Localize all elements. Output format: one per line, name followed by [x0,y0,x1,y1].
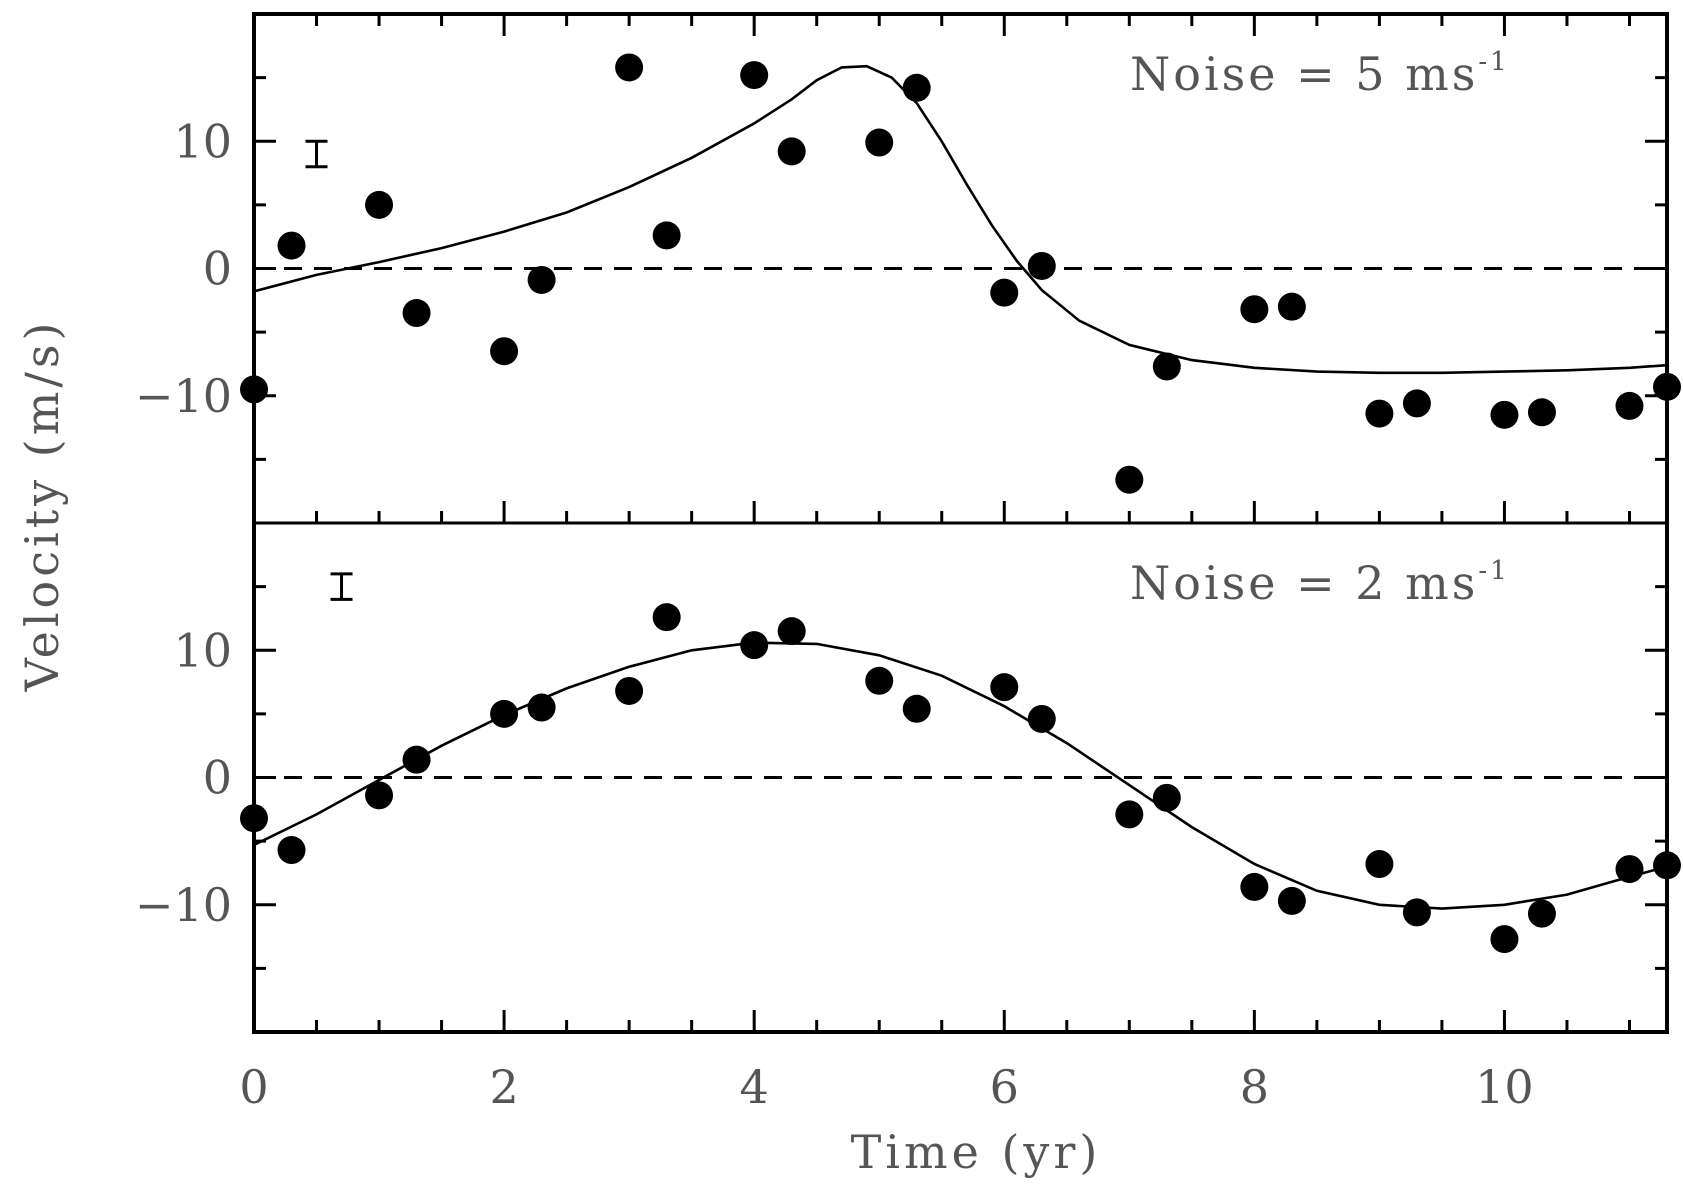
data-point [1402,389,1431,418]
data-point [1365,399,1394,428]
data-point [615,676,644,705]
data-point [1152,783,1181,812]
data-point [1277,886,1306,915]
error-bar [330,572,353,601]
data-point [1527,398,1556,427]
data-point [902,73,931,102]
data-point [490,337,519,366]
noise-label: Noise = 5 ms-1 [1130,47,1510,101]
data-point [740,61,769,90]
data-point [1027,704,1056,733]
data-point [865,128,894,157]
data-point [1527,899,1556,928]
x-tick-label: 10 [1475,1060,1534,1114]
data-point [990,278,1019,307]
x-tick-label: 0 [239,1060,268,1114]
data-point [740,631,769,660]
data-point [365,190,394,219]
data-point [1115,800,1144,829]
data-point [615,53,644,82]
panel-2: 10 0 −10 Noise = 2 ms-1 [135,556,1681,970]
data-point [277,836,306,865]
x-tick-label: 6 [990,1060,1019,1114]
data-point [527,265,556,294]
data-point [652,603,681,632]
x-tick-label: 8 [1240,1060,1269,1114]
y-tick-label: −10 [135,878,232,932]
data-point [1152,352,1181,381]
x-axis-title: Time (yr) [851,1125,1102,1179]
data-point [777,617,806,646]
data-point [490,699,519,728]
y-axis-title: Velocity (m/s) [15,319,69,693]
data-point [365,781,394,810]
x-tick-label: 2 [489,1060,518,1114]
fit-curve [253,641,1668,910]
noise-label-exponent: -1 [1478,556,1509,586]
data-point [1027,251,1056,280]
y-tick-label: 0 [203,751,232,805]
data-point [402,299,431,328]
y-tick-label: −10 [135,369,232,423]
data-point [1490,925,1519,954]
data-point [277,231,306,260]
data-point [1402,898,1431,927]
data-point [527,693,556,722]
data-point [1115,465,1144,494]
data-point [1490,400,1519,429]
data-point [402,745,431,774]
data-point [865,666,894,695]
noise-label-exponent: -1 [1478,47,1509,77]
data-point [1277,292,1306,321]
x-tick-label: 4 [740,1060,769,1114]
error-bar [305,139,328,169]
data-point [1615,855,1644,884]
y-tick-label: 10 [173,114,232,168]
data-point [902,694,931,723]
data-point [1240,872,1269,901]
data-point [1615,391,1644,420]
y-tick-label: 10 [173,623,232,677]
panel-1: 10 0 −10 Noise = 5 ms-1 [135,47,1681,494]
noise-label: Noise = 2 ms-1 [1130,556,1510,610]
chart-panels: 10 0 −10 Noise = 5 ms-1 10 0 −10 Noise = 2 ms-1… [135,12,1681,1114]
y-tick-label: 0 [203,242,232,296]
data-point [1240,295,1269,324]
data-point [777,137,806,166]
fit-curve [253,64,1668,375]
data-point [1365,850,1394,879]
data-point [990,673,1019,702]
data-point [652,221,681,250]
